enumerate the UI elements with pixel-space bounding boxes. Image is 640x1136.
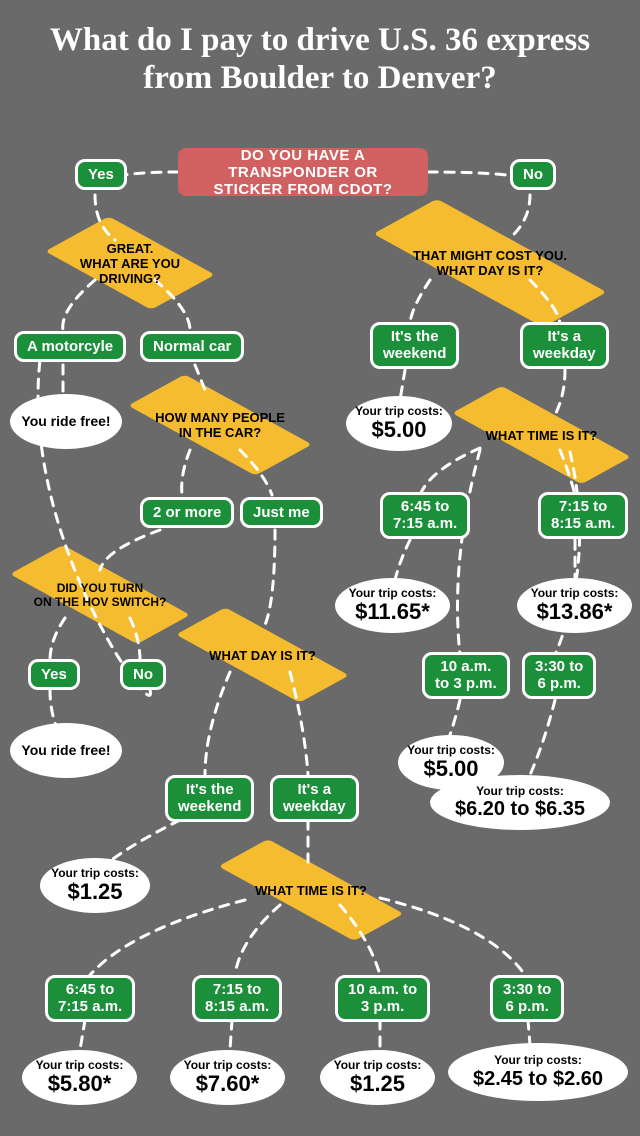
result-trip-125a: Your trip costs: $1.25 [40,858,150,913]
answer-yes-1: Yes [75,159,127,190]
result-ridefree-1: You ride free! [10,394,122,449]
question-driving: GREAT. WHAT ARE YOU DRIVING? [55,218,205,308]
time-10-right: 10 a.m. to 3 p.m. [422,652,510,699]
answer-motorcycle: A motorcyle [14,331,126,362]
time-330-bottom: 3:30 to 6 p.m. [490,975,564,1022]
result-trip-125b: Your trip costs: $1.25 [320,1050,435,1105]
question-hov: DID YOU TURN ON THE HOV SWITCH? [10,557,190,632]
result-trip-1386: Your trip costs: $13.86* [517,578,632,633]
question-howmany: HOW MANY PEOPLE IN THE CAR? [130,385,310,465]
time-330-right: 3:30 to 6 p.m. [522,652,596,699]
root-question: DO YOU HAVE A TRANSPONDER OR STICKER FRO… [178,148,428,196]
time-715-right: 7:15 to 8:15 a.m. [538,492,628,539]
answer-yes-2: Yes [28,659,80,690]
result-trip-1165: Your trip costs: $11.65* [335,578,450,633]
question-time-right: WHAT TIME IS IT? [450,400,633,470]
answer-no-1: No [510,159,556,190]
result-trip-5a: Your trip costs: $5.00 [346,396,452,451]
time-645-bottom: 6:45 to 7:15 a.m. [45,975,135,1022]
time-715-bottom: 7:15 to 8:15 a.m. [192,975,282,1022]
answer-two-or-more: 2 or more [140,497,234,528]
time-645-right: 6:45 to 7:15 a.m. [380,492,470,539]
result-ridefree-2: You ride free! [10,723,122,778]
answer-no-2: No [120,659,166,690]
answer-just-me: Just me [240,497,323,528]
answer-weekend-left: It's the weekend [165,775,254,822]
page-title: What do I pay to drive U.S. 36 express f… [0,0,640,108]
question-whatday-left: WHAT DAY IS IT? [175,620,350,690]
question-time-left: WHAT TIME IS IT? [215,855,407,925]
answer-weekday-right: It's a weekday [520,322,609,369]
result-trip-620: Your trip costs: $6.20 to $6.35 [430,775,610,830]
time-10-bottom: 10 a.m. to 3 p.m. [335,975,430,1022]
result-trip-245: Your trip costs: $2.45 to $2.60 [448,1043,628,1101]
answer-weekend-right: It's the weekend [370,322,459,369]
answer-weekday-left: It's a weekday [270,775,359,822]
answer-normal-car: Normal car [140,331,244,362]
result-trip-580: Your trip costs: $5.80* [22,1050,137,1105]
result-trip-760: Your trip costs: $7.60* [170,1050,285,1105]
question-whatday-right: THAT MIGHT COST YOU. WHAT DAY IS IT? [370,218,610,308]
